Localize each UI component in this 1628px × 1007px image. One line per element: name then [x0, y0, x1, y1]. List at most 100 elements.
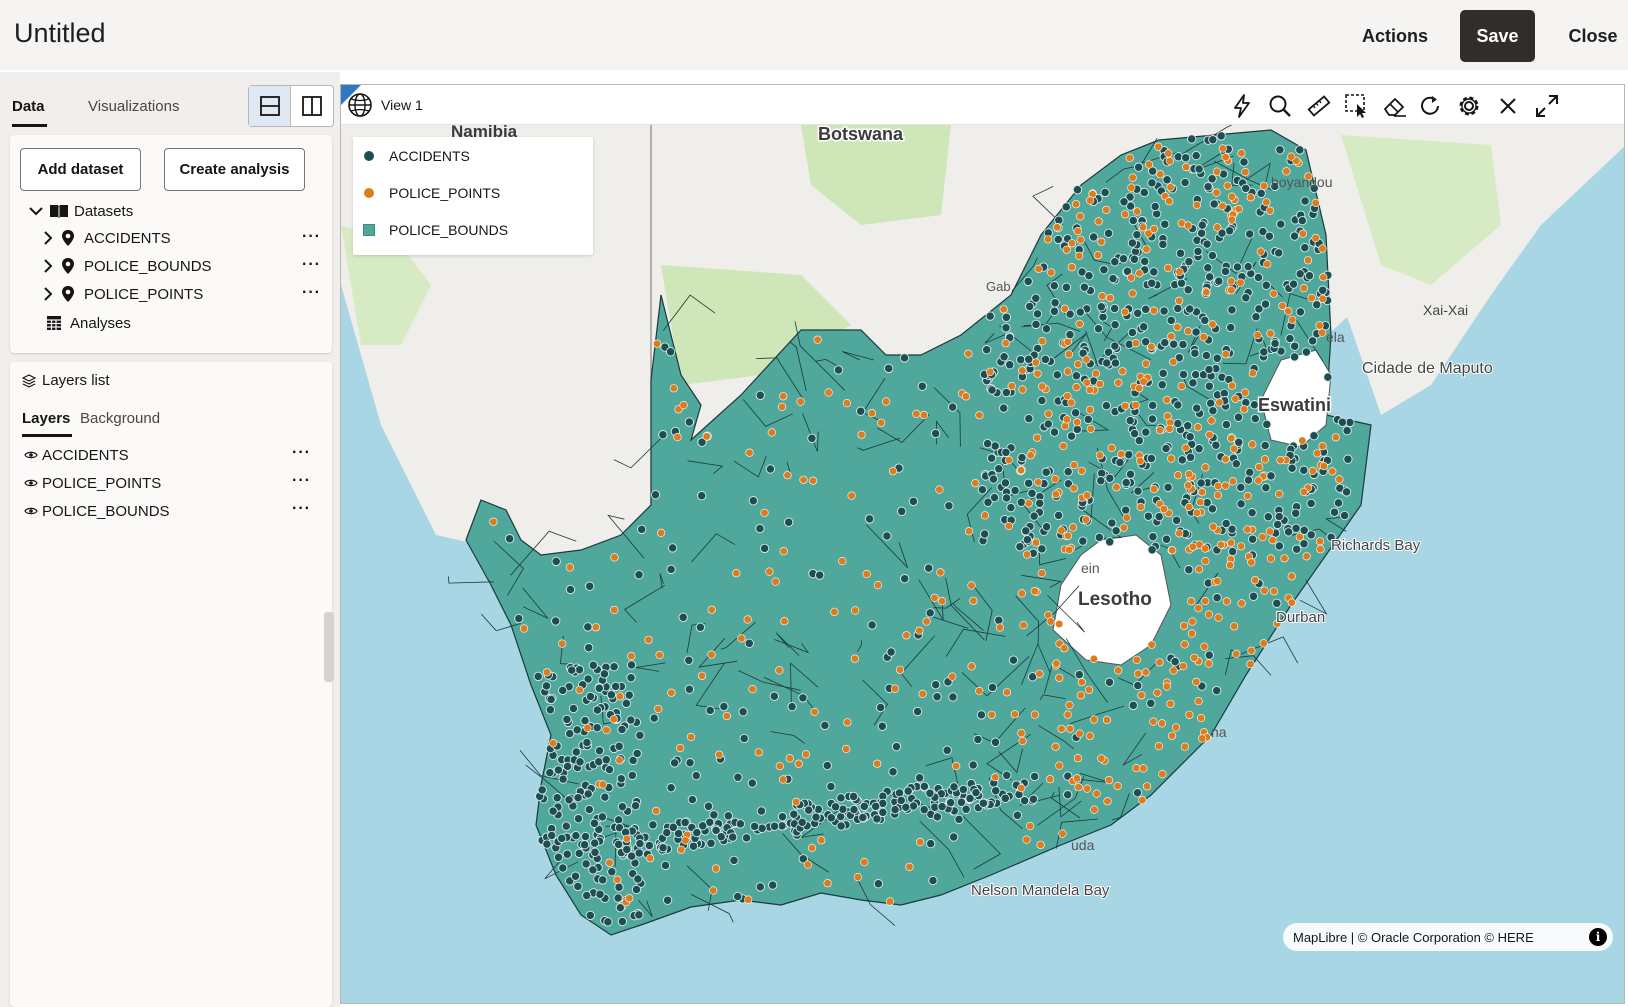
- police-point-marker: [1024, 499, 1033, 508]
- layer-item[interactable]: POLICE_BOUNDS: [24, 500, 170, 522]
- vertical-split-button[interactable]: [291, 86, 333, 126]
- police-point-marker: [1265, 527, 1274, 536]
- tab-background[interactable]: Background: [80, 410, 161, 427]
- magnifier-icon[interactable]: [1265, 91, 1295, 121]
- police-point-marker: [1033, 433, 1042, 442]
- accident-marker: [1040, 354, 1051, 365]
- dataset-item[interactable]: POLICE_POINTS: [42, 282, 203, 306]
- eraser-icon[interactable]: [1380, 91, 1410, 121]
- police-point-marker: [853, 872, 863, 882]
- ruler-icon[interactable]: [1304, 91, 1334, 121]
- police-point-marker: [1086, 424, 1095, 434]
- add-dataset-button[interactable]: Add dataset: [20, 148, 141, 191]
- layer-item[interactable]: ACCIDENTS: [24, 444, 129, 466]
- police-point-marker: [1114, 666, 1123, 675]
- police-point-marker: [1034, 264, 1043, 273]
- more-options-icon[interactable]: ···: [302, 256, 321, 273]
- accident-marker: [1146, 698, 1156, 708]
- gear-icon[interactable]: [1454, 91, 1484, 121]
- police-boundary-line: [786, 461, 792, 476]
- eye-icon[interactable]: [24, 478, 38, 488]
- accident-marker: [926, 838, 936, 849]
- police-point-marker: [1199, 332, 1208, 342]
- dataset-item[interactable]: ACCIDENTS: [42, 226, 171, 250]
- police-point-marker: [1248, 369, 1257, 378]
- accident-marker: [1262, 419, 1272, 430]
- police-point-marker: [1016, 466, 1026, 475]
- refresh-icon[interactable]: [1415, 91, 1445, 121]
- more-options-icon[interactable]: ···: [302, 284, 321, 301]
- dataset-item[interactable]: POLICE_BOUNDS: [42, 254, 212, 278]
- accident-marker: [1304, 271, 1315, 281]
- accident-marker: [932, 692, 942, 702]
- police-boundary-line: [925, 757, 959, 784]
- police-point-marker: [707, 605, 716, 614]
- police-boundary-line: [742, 399, 793, 427]
- layer-item[interactable]: POLICE_POINTS: [24, 472, 161, 494]
- police-point-marker: [1173, 471, 1183, 480]
- police-point-marker: [1004, 521, 1013, 531]
- accident-marker: [1205, 272, 1215, 282]
- more-options-icon[interactable]: ···: [302, 228, 321, 245]
- police-point-marker: [1138, 223, 1148, 232]
- map-canvas[interactable]: Namibia Botswana Lesotho Eswatini Xai-Xa…: [341, 85, 1625, 1004]
- legend-item-police-bounds: POLICE_BOUNDS: [363, 219, 508, 241]
- accident-marker: [830, 802, 841, 812]
- close-button[interactable]: Close: [1560, 10, 1626, 62]
- police-boundary-line: [659, 573, 664, 589]
- police-point-marker: [799, 475, 808, 484]
- save-button[interactable]: Save: [1460, 10, 1535, 62]
- view-title[interactable]: View 1: [347, 92, 423, 118]
- accident-marker: [756, 806, 767, 816]
- police-point-marker: [1069, 484, 1078, 493]
- police-point-marker: [627, 651, 636, 661]
- accident-marker: [571, 747, 581, 757]
- horizontal-split-button[interactable]: [249, 86, 292, 126]
- tree-datasets-row[interactable]: Datasets: [28, 199, 133, 223]
- accident-marker: [1161, 534, 1172, 544]
- accident-marker: [558, 863, 568, 873]
- tab-data[interactable]: Data: [12, 98, 45, 115]
- accident-marker: [1342, 425, 1352, 436]
- police-point-marker: [1221, 153, 1230, 162]
- accident-marker: [872, 814, 882, 824]
- accident-marker: [858, 812, 868, 823]
- accident-marker: [1261, 483, 1271, 493]
- tab-visualizations[interactable]: Visualizations: [88, 98, 180, 115]
- accident-marker: [784, 517, 794, 527]
- eye-icon[interactable]: [24, 450, 38, 460]
- accident-marker: [1207, 504, 1218, 514]
- more-options-icon[interactable]: ···: [292, 472, 311, 489]
- more-options-icon[interactable]: ···: [292, 444, 311, 461]
- select-area-icon[interactable]: [1342, 91, 1372, 121]
- police-boundary-line: [866, 524, 908, 568]
- police-point-marker: [1318, 294, 1327, 303]
- legend-item-police-points: POLICE_POINTS: [363, 182, 500, 204]
- info-icon[interactable]: i: [1589, 928, 1607, 946]
- expand-icon[interactable]: [1532, 91, 1562, 121]
- accident-marker: [631, 884, 642, 895]
- actions-button[interactable]: Actions: [1352, 10, 1438, 62]
- lightning-icon[interactable]: [1227, 91, 1257, 121]
- accident-marker: [1124, 450, 1134, 460]
- accident-marker: [1309, 431, 1319, 441]
- more-options-icon[interactable]: ···: [292, 500, 311, 517]
- police-point-marker: [1035, 669, 1044, 678]
- police-boundary-line: [802, 413, 819, 452]
- accident-marker: [1221, 518, 1231, 529]
- tab-layers[interactable]: Layers: [22, 410, 71, 427]
- police-point-marker: [1144, 160, 1154, 169]
- police-point-marker: [1017, 728, 1026, 738]
- accident-marker: [1134, 435, 1144, 446]
- analyses-row[interactable]: Analyses: [46, 311, 131, 335]
- close-icon[interactable]: [1493, 91, 1523, 121]
- map-view[interactable]: Namibia Botswana Lesotho Eswatini Xai-Xa…: [340, 84, 1625, 1004]
- eye-icon[interactable]: [24, 506, 38, 516]
- police-point-marker: [1253, 330, 1262, 340]
- accident-marker: [1065, 309, 1075, 319]
- accident-marker: [1053, 510, 1064, 521]
- create-analysis-button[interactable]: Create analysis: [164, 148, 305, 191]
- police-point-marker: [1222, 597, 1231, 606]
- panel-resize-handle[interactable]: [324, 612, 334, 682]
- globe-icon: [348, 93, 372, 117]
